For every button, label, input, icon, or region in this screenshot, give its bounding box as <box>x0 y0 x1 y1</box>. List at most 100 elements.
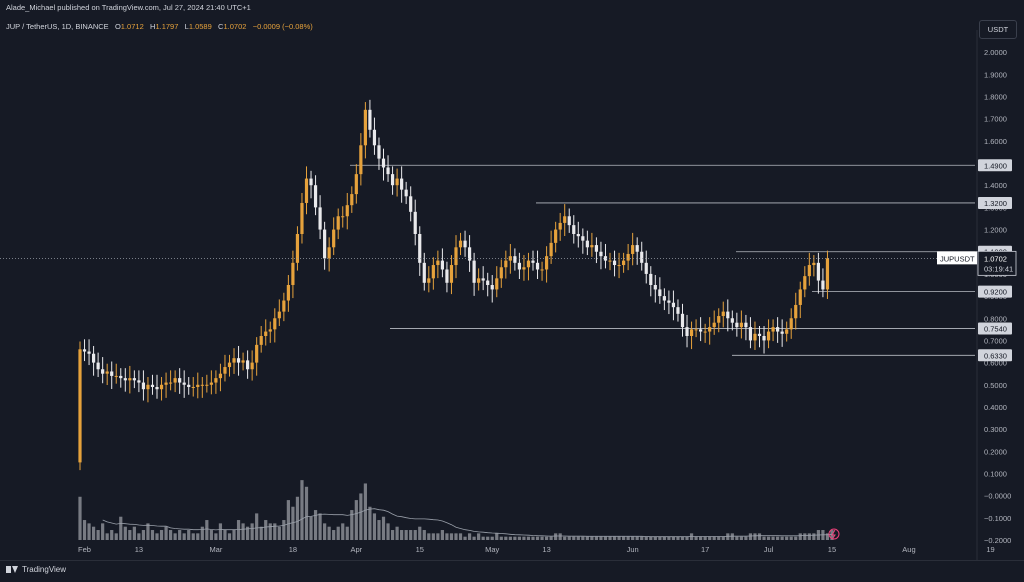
volume-bar <box>255 513 259 540</box>
candle-body <box>653 285 657 290</box>
candle-body <box>368 109 372 130</box>
close-value: 1.0702 <box>223 22 247 31</box>
candle-body <box>268 329 272 332</box>
candle-body <box>164 382 168 385</box>
volume-bar <box>721 536 725 540</box>
tradingview-logo[interactable]: TradingView <box>6 565 66 574</box>
candle-body <box>662 296 666 301</box>
volume-bar <box>304 486 309 540</box>
volume-bar <box>585 536 589 540</box>
candle-body <box>463 240 467 248</box>
candle-body <box>173 378 177 383</box>
volume-bar <box>712 536 716 540</box>
volume-bar <box>463 536 467 540</box>
y-tick-label: 0.7000 <box>984 336 1007 345</box>
volume-bar <box>141 530 146 540</box>
volume-bar <box>150 530 155 540</box>
x-tick-label: 18 <box>289 545 297 554</box>
volume-bar <box>368 506 372 540</box>
volume-bar <box>436 533 440 540</box>
volume-bar <box>467 533 472 540</box>
y-tick-label: 1.8000 <box>984 93 1007 102</box>
volume-bar <box>282 520 286 540</box>
volume-bar <box>427 533 431 540</box>
candle-body <box>612 260 617 266</box>
candle-body <box>599 251 603 257</box>
candle-body <box>748 327 753 341</box>
candle-body <box>300 202 304 234</box>
candle-body <box>540 269 544 271</box>
candle-body <box>762 336 766 341</box>
candle-body <box>413 211 417 234</box>
volume-bar <box>762 536 766 540</box>
candle-body <box>286 285 290 301</box>
candle-body <box>82 349 87 352</box>
level-label-box <box>978 285 1012 298</box>
volume-bar <box>422 530 426 540</box>
candle-body <box>259 336 263 345</box>
volume-bar <box>780 536 784 540</box>
candle-body <box>273 318 277 330</box>
volume-bar <box>635 536 639 540</box>
candle-body <box>422 262 426 283</box>
candle-body <box>159 384 164 390</box>
volume-bar <box>128 530 132 540</box>
candle-body <box>191 387 195 388</box>
y-tick-label: 0.5000 <box>984 381 1007 390</box>
candle-body <box>766 331 771 341</box>
candle-body <box>246 360 250 370</box>
volume-bar <box>685 536 689 540</box>
volume-bar <box>300 480 304 540</box>
candle-body <box>91 353 96 363</box>
candle-body <box>182 382 186 385</box>
candle-body <box>667 300 671 303</box>
volume-bar <box>694 536 698 540</box>
candle-body <box>794 304 798 319</box>
candle-body <box>499 267 503 279</box>
candle-body <box>277 311 281 319</box>
volume-bar <box>617 536 621 540</box>
volume-bar <box>277 526 281 540</box>
volume-bar <box>622 536 626 540</box>
level-label-box <box>978 349 1012 362</box>
currency-button[interactable]: USDT <box>979 20 1017 39</box>
candle-body <box>436 260 440 266</box>
volume-bar <box>259 526 263 540</box>
low-label: L <box>184 22 189 31</box>
volume-bar <box>110 530 114 540</box>
volume-bar <box>594 536 599 540</box>
volume-bar <box>209 530 213 540</box>
candle-body <box>699 329 703 332</box>
candle-body <box>658 289 662 297</box>
y-tick-label: 1.7000 <box>984 115 1007 124</box>
y-tick-label: 1.9000 <box>984 70 1007 79</box>
y-tick-label: 2.0000 <box>984 48 1007 57</box>
candle-body <box>250 362 254 370</box>
candle-body <box>816 262 820 281</box>
volume-bar <box>273 523 277 540</box>
y-tick-label: 1.4000 <box>984 181 1007 190</box>
candle-body <box>354 174 358 195</box>
volume-bar <box>309 516 313 540</box>
volume-bar <box>612 536 617 540</box>
volume-bar <box>794 536 798 540</box>
volume-bar <box>404 530 408 540</box>
volume-bar <box>313 510 318 540</box>
volume-bar <box>101 523 105 540</box>
volume-bar <box>699 536 703 540</box>
candle-body <box>626 253 630 261</box>
candle-body <box>282 300 286 312</box>
volume-bar <box>676 536 680 540</box>
volume-bar <box>218 523 223 540</box>
candle-body <box>105 371 109 374</box>
volume-bar <box>214 533 218 540</box>
volume-bar <box>495 533 499 540</box>
volume-bar <box>372 513 377 540</box>
candle-body <box>644 262 648 274</box>
lightning-icon-bolt <box>831 529 836 539</box>
volume-bar <box>169 530 173 540</box>
candle-body <box>576 234 580 237</box>
low-value: 1.0589 <box>188 22 212 31</box>
